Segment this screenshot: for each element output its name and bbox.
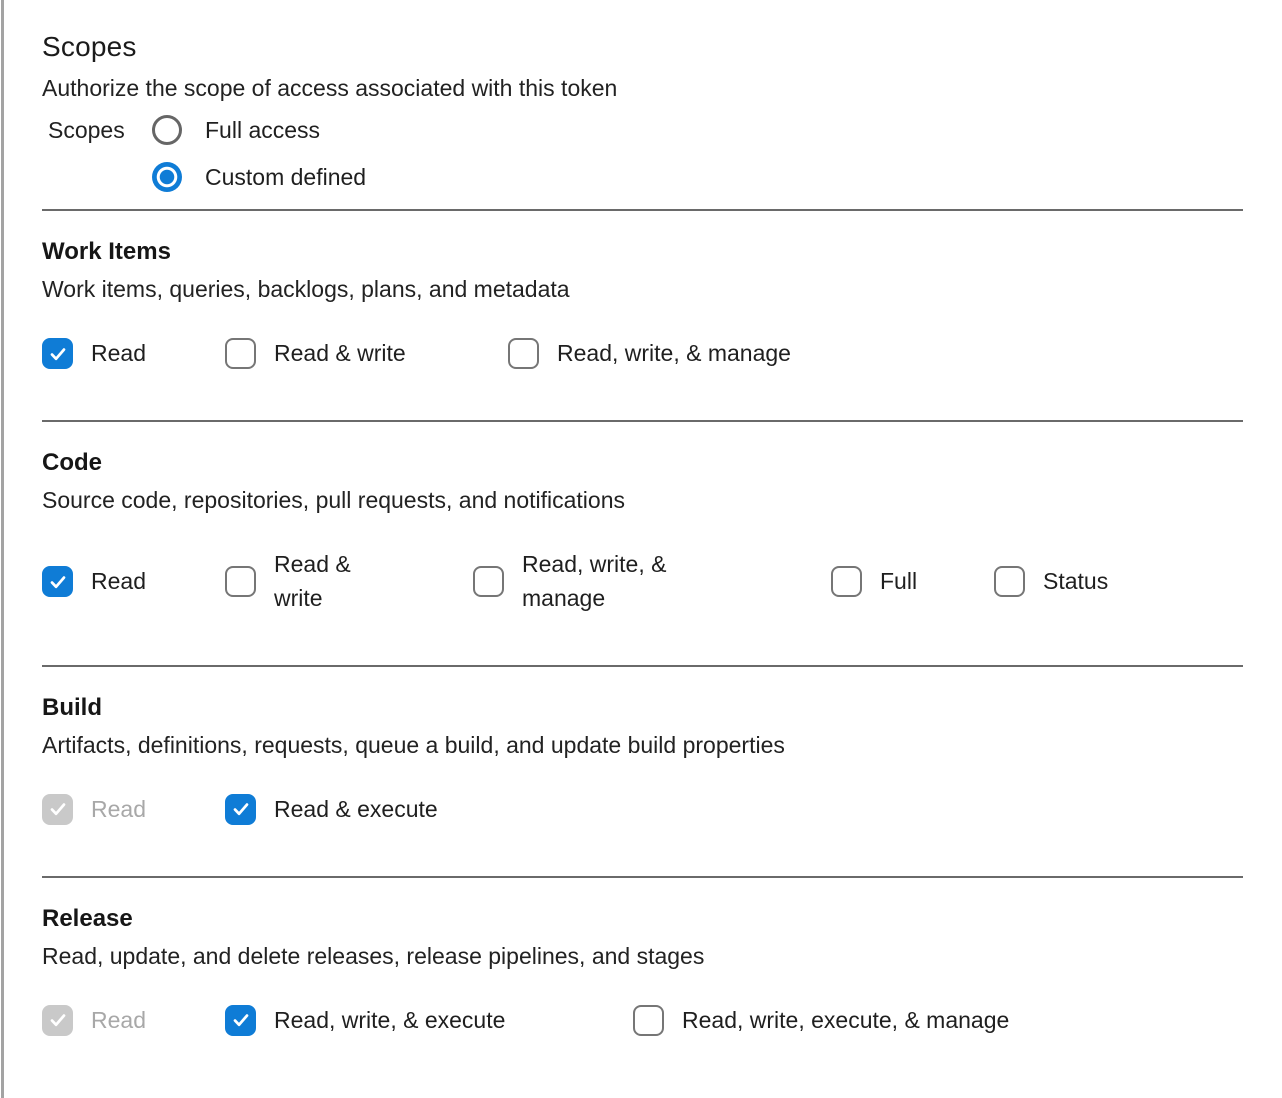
section-title-code: Code [42, 449, 102, 477]
checkbox-checked-icon [42, 1004, 73, 1036]
page-subtitle: Authorize the scope of access associated… [42, 74, 618, 101]
checkbox-checked-icon [42, 793, 73, 825]
checkbox-label: Read, write, & execute [274, 1006, 506, 1033]
checkbox-option-read-write[interactable]: Read & write [225, 548, 473, 615]
scope-options-row: Read Read & write Read, write, & manage [42, 337, 1244, 370]
scope-options-row: Read Read & write Read, write, & manage Ful… [42, 548, 1244, 615]
custom-defined-radio[interactable] [152, 162, 182, 193]
section-divider [42, 209, 1243, 212]
checkbox-option-read-execute[interactable]: Read & execute [225, 793, 438, 826]
checkbox-option-full[interactable]: Full [831, 565, 994, 598]
checkbox-label: Read, write, & manage [557, 340, 791, 367]
check-icon [50, 803, 65, 816]
scopes-field-label: Scopes [48, 116, 125, 143]
section-description: Work items, queries, backlogs, plans, an… [42, 276, 570, 303]
checkbox-label: Read, write, execute, & manage [682, 1006, 1010, 1033]
checkbox-checked-icon[interactable] [42, 338, 73, 370]
checkbox-checked-icon[interactable] [42, 566, 73, 598]
scope-options-row: Read Read & execute [42, 793, 1244, 826]
section-divider [42, 875, 1243, 878]
checkbox-option-read-write[interactable]: Read & write [225, 337, 508, 370]
scope-section-release: Release Read, update, and delete releases… [42, 875, 1244, 1087]
section-description: Artifacts, definitions, requests, queue … [42, 731, 785, 758]
scope-section-code: Code Source code, repositories, pull requ… [42, 420, 1244, 664]
section-description: Read, update, and delete releases, relea… [42, 942, 705, 969]
full-access-radio[interactable] [152, 115, 182, 146]
section-title-build: Build [42, 693, 102, 721]
checkbox-option-read[interactable]: Read [42, 337, 225, 370]
section-title-release: Release [42, 904, 133, 932]
scope-section-build: Build Artifacts, definitions, requests, q… [42, 664, 1244, 876]
check-icon [233, 803, 248, 816]
section-divider [42, 664, 1243, 667]
checkbox-label: Read [91, 795, 146, 822]
scope-options-row: Read Read, write, & execute Read, write, e… [42, 1004, 1244, 1037]
check-icon [233, 1014, 248, 1027]
checkbox-label: Read [91, 340, 146, 367]
checkbox-unchecked-icon[interactable] [831, 566, 862, 598]
radio-row-custom-defined: Custom defined [48, 162, 1244, 193]
scope-section-work-items: Work Items Work items, queries, backlogs,… [42, 209, 1244, 420]
checkbox-option-read: Read [42, 793, 225, 826]
page-title: Scopes [42, 31, 137, 62]
checkbox-label: Read, write, & manage [522, 551, 667, 611]
checkbox-option-read: Read [42, 1004, 225, 1037]
scopes-radio-group: Scopes Full access Custom defined [48, 115, 1244, 193]
checkbox-option-read-write-manage[interactable]: Read, write, & manage [473, 548, 831, 615]
checkbox-unchecked-icon[interactable] [508, 338, 539, 370]
checkbox-unchecked-icon[interactable] [473, 566, 504, 598]
checkbox-option-read[interactable]: Read [42, 565, 225, 598]
scrollbar-track[interactable] [1, 0, 4, 1098]
section-description: Source code, repositories, pull requests… [42, 487, 625, 514]
checkbox-label: Status [1043, 567, 1109, 594]
checkbox-unchecked-icon[interactable] [225, 338, 256, 370]
checkbox-option-read-write-execute[interactable]: Read, write, & execute [225, 1004, 633, 1037]
checkbox-option-read-write-execute-manage[interactable]: Read, write, execute, & manage [633, 1004, 1009, 1037]
checkbox-unchecked-icon[interactable] [225, 566, 256, 598]
checkbox-label: Read [91, 567, 146, 594]
radio-row-full-access: Scopes Full access [48, 115, 1244, 146]
checkbox-label: Read [91, 1006, 146, 1033]
checkbox-label: Read & write [274, 340, 406, 367]
checkbox-label: Read & write [274, 551, 351, 611]
section-divider [42, 420, 1243, 423]
check-icon [50, 1014, 65, 1027]
checkbox-label: Read & execute [274, 795, 438, 822]
scope-sections: Work Items Work items, queries, backlogs,… [42, 209, 1244, 1087]
checkbox-option-read-write-manage[interactable]: Read, write, & manage [508, 337, 791, 370]
checkbox-checked-icon[interactable] [225, 1004, 256, 1036]
section-title-work-items: Work Items [42, 238, 171, 266]
checkbox-checked-icon[interactable] [225, 793, 256, 825]
custom-defined-radio-label[interactable]: Custom defined [205, 163, 367, 190]
check-icon [50, 347, 65, 360]
full-access-radio-label[interactable]: Full access [205, 116, 321, 143]
check-icon [50, 575, 65, 588]
checkbox-unchecked-icon[interactable] [633, 1004, 664, 1036]
checkbox-option-status[interactable]: Status [994, 565, 1108, 598]
checkbox-unchecked-icon[interactable] [994, 566, 1025, 598]
checkbox-label: Full [880, 567, 918, 594]
